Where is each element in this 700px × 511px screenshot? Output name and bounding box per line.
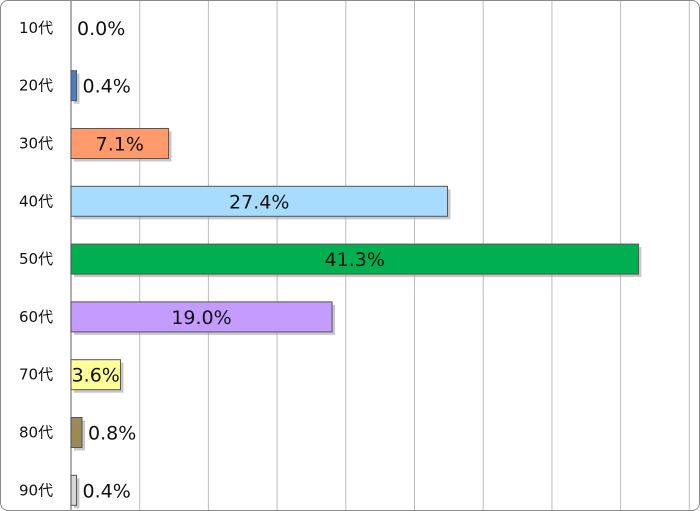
- value-label: 19.0%: [171, 307, 231, 329]
- bar-20s: [70, 70, 77, 102]
- category-label: 40代: [19, 192, 53, 210]
- value-label: 0.0%: [77, 18, 125, 40]
- value-label: 0.8%: [88, 423, 136, 445]
- category-label: 80代: [19, 424, 53, 442]
- value-label: 0.4%: [82, 76, 130, 98]
- category-label: 10代: [19, 19, 53, 37]
- bar-50s: [70, 243, 639, 275]
- bar-70s: [70, 359, 121, 391]
- value-label: 41.3%: [325, 249, 385, 271]
- bar-80s: [70, 417, 83, 448]
- category-label: 50代: [19, 250, 53, 268]
- value-labels: 0.0% 0.4% 7.1% 27.4% 41.3% 19.0% 3.6% 0.8% 0.4%: [72, 18, 385, 502]
- bar-60s: [70, 301, 333, 333]
- bar-90s: [70, 474, 77, 506]
- value-label: 7.1%: [96, 134, 144, 156]
- category-label: 70代: [19, 366, 53, 384]
- value-label: 0.4%: [82, 480, 130, 502]
- value-label: 3.6%: [72, 365, 120, 387]
- category-label: 60代: [19, 308, 53, 326]
- category-labels: 10代 20代 30代 40代 50代 60代 70代 80代 90代: [19, 19, 53, 499]
- category-label: 90代: [19, 481, 53, 499]
- value-label: 27.4%: [229, 191, 289, 213]
- category-label: 30代: [19, 135, 53, 153]
- bar-30s: [70, 128, 170, 159]
- bar-40s: [70, 185, 448, 217]
- category-label: 20代: [19, 77, 53, 95]
- bars: [70, 70, 642, 509]
